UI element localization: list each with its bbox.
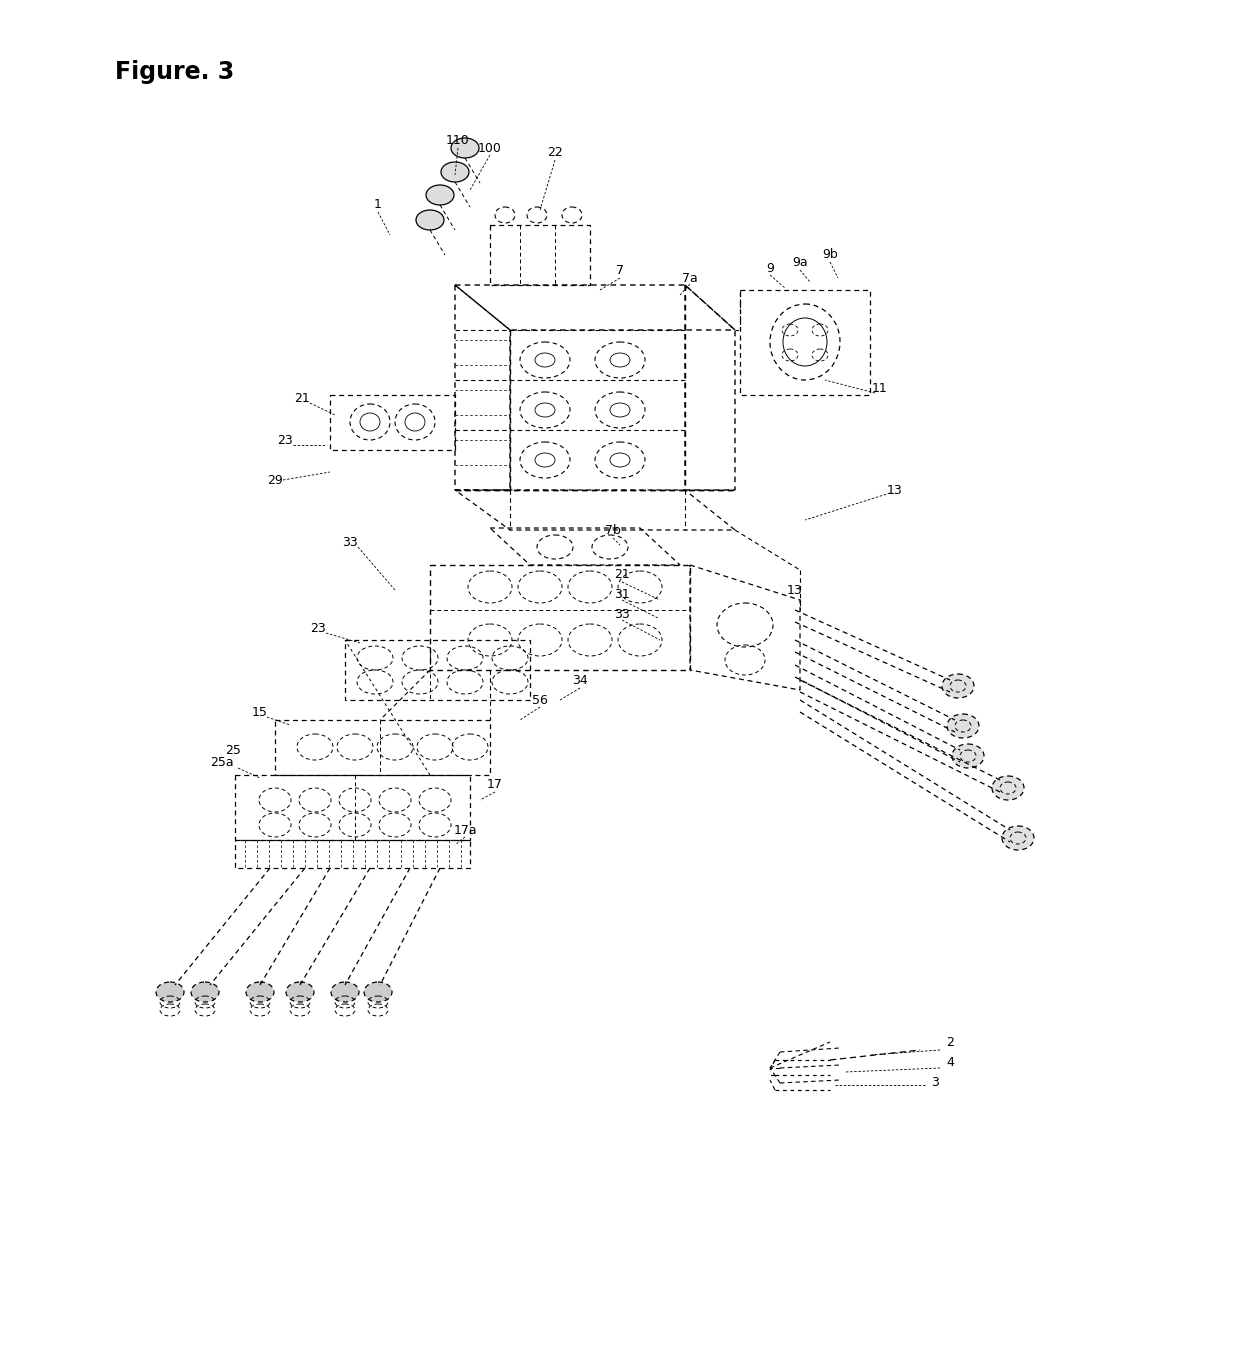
Text: 21: 21 (294, 392, 310, 404)
Text: 9: 9 (766, 262, 774, 274)
Text: 7b: 7b (605, 523, 621, 537)
Ellipse shape (415, 210, 444, 231)
Ellipse shape (246, 982, 274, 1002)
Text: 23: 23 (277, 434, 293, 446)
Ellipse shape (331, 982, 360, 1002)
Text: 7: 7 (616, 263, 624, 277)
Ellipse shape (156, 982, 184, 1002)
Ellipse shape (942, 674, 973, 698)
Text: Figure. 3: Figure. 3 (115, 60, 234, 84)
Text: 13: 13 (787, 583, 802, 597)
Text: 13: 13 (887, 484, 903, 496)
Text: 15: 15 (252, 705, 268, 719)
Ellipse shape (441, 161, 469, 182)
Text: 56: 56 (532, 693, 548, 706)
Text: 34: 34 (572, 674, 588, 686)
Text: 23: 23 (310, 621, 326, 635)
Ellipse shape (992, 776, 1024, 800)
Text: 17: 17 (487, 778, 503, 792)
Text: 25: 25 (226, 743, 241, 757)
Text: 9b: 9b (822, 248, 838, 262)
Text: 31: 31 (614, 589, 630, 602)
Ellipse shape (365, 982, 392, 1002)
Text: 29: 29 (267, 473, 283, 487)
Ellipse shape (952, 744, 985, 767)
Text: 21: 21 (614, 568, 630, 582)
Text: 7a: 7a (682, 271, 698, 285)
Ellipse shape (947, 715, 980, 738)
Text: 11: 11 (872, 381, 888, 395)
Text: 9a: 9a (792, 255, 807, 268)
Text: 17a: 17a (453, 823, 477, 837)
Text: 100: 100 (479, 141, 502, 155)
Text: 22: 22 (547, 145, 563, 159)
Text: 110: 110 (446, 133, 470, 146)
Text: 2: 2 (946, 1036, 954, 1050)
Ellipse shape (1002, 826, 1034, 850)
Ellipse shape (427, 184, 454, 205)
Text: 1: 1 (374, 198, 382, 212)
Text: 4: 4 (946, 1055, 954, 1069)
Text: 25a: 25a (211, 755, 234, 769)
Text: 33: 33 (614, 609, 630, 621)
Ellipse shape (286, 982, 314, 1002)
Text: 33: 33 (342, 536, 358, 548)
Ellipse shape (191, 982, 219, 1002)
Text: 3: 3 (931, 1075, 939, 1089)
Ellipse shape (451, 138, 479, 159)
